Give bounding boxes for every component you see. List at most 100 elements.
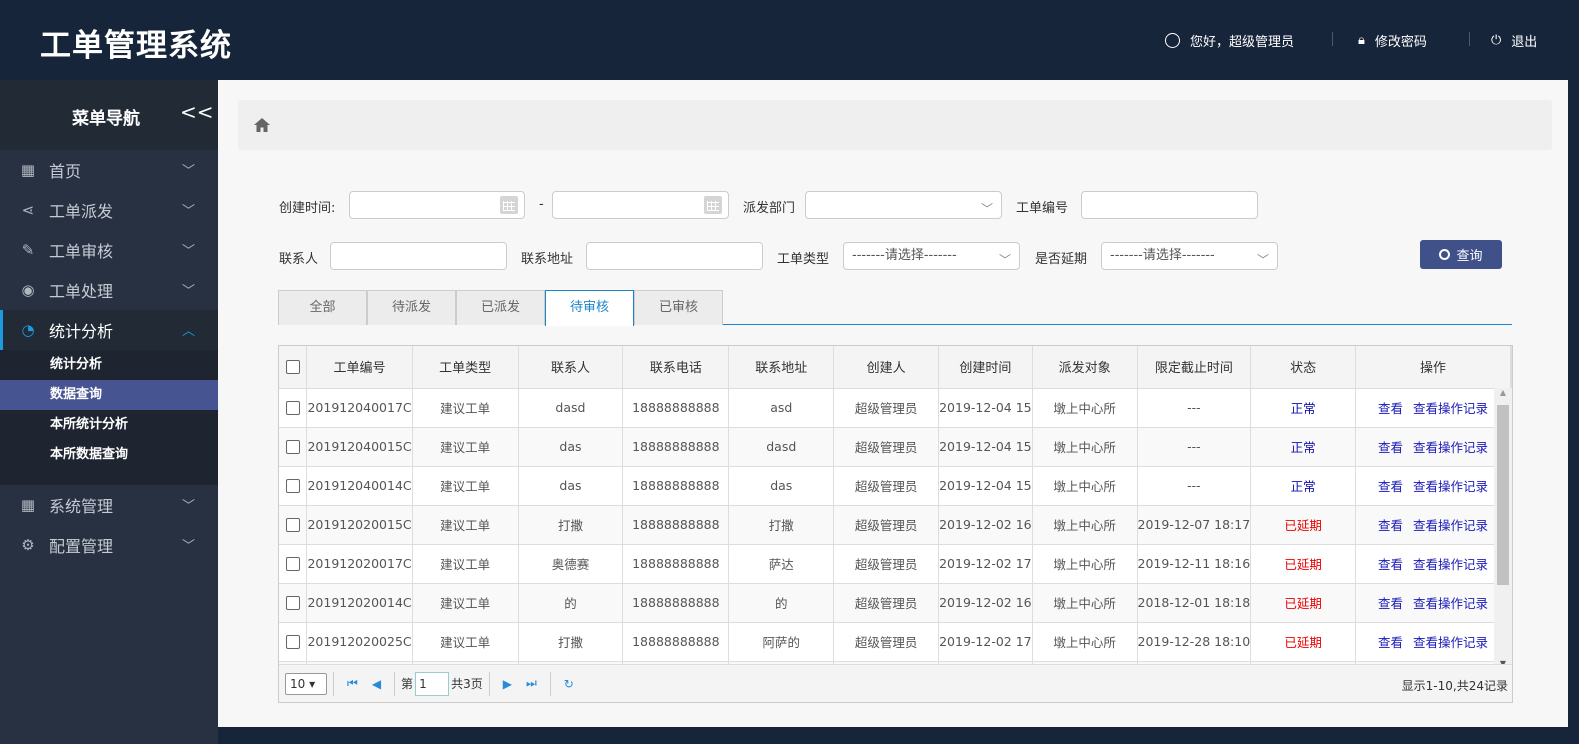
table-cell: 18888888888 (622, 621, 730, 662)
end-date-input[interactable] (552, 191, 729, 219)
contact-input[interactable] (330, 242, 507, 270)
breadcrumb (238, 100, 1552, 150)
table-cell: 201912040017C (306, 387, 413, 428)
view-link[interactable]: 查看 (1378, 401, 1404, 416)
logout-link[interactable]: ⏻ 退出 (1491, 31, 1537, 50)
table-cell: 18888888888 (622, 504, 730, 545)
sidebar-item-label: 工单审核 (49, 242, 114, 261)
sidebar-item[interactable]: ◉ 工单处理 ﹀ (0, 270, 218, 310)
chevron-down-icon: ﹀ (998, 253, 1011, 267)
table-cell: 已延期 (1250, 504, 1357, 545)
table-cell: --- (1136, 426, 1252, 467)
submenu-item[interactable]: 数据查询 (0, 380, 218, 410)
table-cell: 2019-12-02 16 (938, 504, 1033, 545)
gear-icon: ⚙ (21, 536, 35, 554)
total-pages: 共3页 (451, 677, 483, 691)
column-header: 状态 (1250, 346, 1357, 389)
view-log-link[interactable]: 查看操作记录 (1413, 479, 1489, 494)
row-checkbox[interactable] (279, 426, 308, 467)
table-scrollbar[interactable]: ▲▼ (1494, 388, 1512, 668)
page-number-input[interactable]: 1 (415, 671, 450, 696)
row-checkbox[interactable] (279, 504, 308, 545)
sidebar: 菜单导航 << ▦ 首页 ﹀ ⋖ 工单派发 ﹀ ✎ 工单审核 ﹀ ◉ 工单处理 ﹀ ◔ 统计分析 ︿ 统计分析… (0, 80, 218, 744)
sidebar-item[interactable]: ✎ 工单审核 ﹀ (0, 230, 218, 270)
table-cell: 2019-12-04 15 (938, 426, 1033, 467)
tab[interactable]: 全部 (278, 290, 367, 325)
table-cell: 2019-12-02 17 (938, 621, 1033, 662)
table-cell: 的 (728, 582, 835, 623)
column-header: 工单类型 (411, 346, 519, 389)
address-input[interactable] (586, 242, 763, 270)
view-log-link[interactable]: 查看操作记录 (1413, 635, 1489, 650)
submenu-item[interactable]: 统计分析 (50, 357, 103, 372)
scrollbar-thumb[interactable] (1497, 405, 1509, 585)
chevron-down-icon: ﹀ (1256, 253, 1269, 267)
table-cell: 墩上中心所 (1031, 426, 1138, 467)
table-cell: 墩上中心所 (1031, 504, 1138, 545)
last-page-icon[interactable]: ⏭ (525, 676, 537, 690)
first-page-icon[interactable]: ⏮ (347, 676, 358, 690)
start-date-input[interactable] (349, 191, 525, 219)
table-cell: 已延期 (1250, 621, 1357, 662)
collapse-icon[interactable]: << (180, 100, 214, 124)
table-cell: 建议工单 (411, 582, 519, 623)
table-cell: 超级管理员 (833, 387, 940, 428)
table-cell: 2019-12-04 15 (938, 465, 1033, 506)
view-log-link[interactable]: 查看操作记录 (1413, 401, 1489, 416)
view-link[interactable]: 查看 (1378, 479, 1404, 494)
calendar-icon[interactable] (704, 196, 722, 214)
sidebar-item[interactable]: ▦ 系统管理 ﹀ (0, 485, 218, 525)
row-checkbox[interactable] (279, 543, 308, 584)
view-link[interactable]: 查看 (1378, 518, 1404, 533)
view-link[interactable]: 查看 (1378, 596, 1404, 611)
view-log-link[interactable]: 查看操作记录 (1413, 518, 1489, 533)
tab[interactable]: 已审核 (634, 290, 723, 325)
top-header: 工单管理系统 您好，超级管理员 🔒︎ 修改密码 ⏻ 退出 (0, 0, 1579, 80)
table-cell: 已延期 (1250, 582, 1357, 623)
table-cell: das (728, 465, 835, 506)
refresh-icon[interactable]: ↻ (563, 676, 574, 691)
tab[interactable]: 已派发 (456, 290, 545, 325)
sidebar-item[interactable]: ◔ 统计分析 ︿ (0, 310, 218, 350)
table-cell: 2019-12-28 18:10 (1136, 621, 1252, 662)
dept-select[interactable]: ﹀ (805, 191, 1002, 219)
power-icon: ⏻ (1491, 33, 1502, 48)
table-cell: das (517, 426, 624, 467)
calendar-icon[interactable] (500, 196, 518, 214)
row-checkbox[interactable] (279, 582, 308, 623)
nav-title: 菜单导航 (72, 109, 140, 129)
sidebar-item[interactable]: ⋖ 工单派发 ﹀ (0, 190, 218, 230)
select-all-checkbox[interactable] (279, 346, 308, 389)
sidebar-item[interactable]: ▦ 首页 ﹀ (0, 150, 218, 190)
submenu-item[interactable]: 本所统计分析 (50, 417, 129, 432)
tab[interactable]: 待审核 (545, 290, 634, 326)
row-checkbox[interactable] (279, 465, 308, 506)
delayed-select[interactable]: -------请选择------- ﹀ (1101, 242, 1278, 270)
sidebar-item[interactable]: ⚙ 配置管理 ﹀ (0, 525, 218, 565)
view-log-link[interactable]: 查看操作记录 (1413, 596, 1489, 611)
view-link[interactable]: 查看 (1378, 635, 1404, 650)
next-page-icon[interactable]: ▶ (502, 676, 512, 691)
change-password-link[interactable]: 🔒︎ 修改密码 (1358, 31, 1427, 50)
view-log-link[interactable]: 查看操作记录 (1413, 557, 1489, 572)
view-log-link[interactable]: 查看操作记录 (1413, 440, 1489, 455)
type-select[interactable]: -------请选择------- ﹀ (843, 242, 1020, 270)
table-row: 201912020014C 建议工单的 18888888888 的超级管理员 2019-… (279, 582, 1512, 623)
table-cell: 18888888888 (622, 426, 730, 467)
row-checkbox[interactable] (279, 387, 308, 428)
table-row: 201912040017C 建议工单 dasd 18888888888 asd 超级管理员… (279, 387, 1512, 428)
order-no-input[interactable] (1081, 191, 1258, 219)
tab[interactable]: 待派发 (367, 290, 456, 325)
page-size-select[interactable]: 10 ▾ (285, 672, 327, 695)
view-link[interactable]: 查看 (1378, 557, 1404, 572)
greeting-text: 您好，超级管理员 (1190, 35, 1295, 50)
home-icon[interactable] (253, 116, 271, 134)
row-checkbox[interactable] (279, 621, 308, 662)
view-link[interactable]: 查看 (1378, 440, 1404, 455)
lock-icon: 🔒︎ (1358, 33, 1365, 48)
submenu-item[interactable]: 本所数据查询 (50, 447, 129, 462)
prev-page-icon[interactable]: ◀ (371, 676, 382, 691)
table-cell: 建议工单 (411, 543, 519, 584)
query-button[interactable]: 查询 (1420, 240, 1502, 269)
search-icon (1439, 249, 1451, 260)
